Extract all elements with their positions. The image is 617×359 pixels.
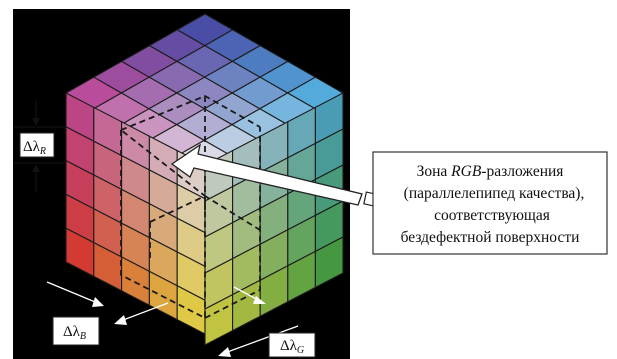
delta-lambda-r-indicator — [14, 100, 66, 192]
callout-line-3: соответствующая — [434, 207, 550, 224]
delta-lambda-g-label: ΔλG — [280, 338, 304, 356]
delta-lambda-r-label: ΔλR — [23, 139, 46, 157]
delta-lambda-b-box — [52, 316, 100, 346]
delta-lambda-g-indicator — [218, 286, 299, 357]
delta-lambda-r-box — [19, 132, 55, 158]
cube-right-face-cell — [314, 236, 344, 289]
callout-box: Зона RGB-разложения (параллелепипед каче… — [372, 151, 608, 255]
callout-line-2: (параллелепипед качества), — [404, 185, 585, 202]
callout-line-1: Зона RGB-разложения — [417, 163, 564, 180]
delta-lambda-b-indicator — [46, 281, 169, 325]
delta-lambda-b-label: ΔλB — [63, 324, 86, 342]
callout-line-4: бездефектной поверхности — [401, 229, 580, 246]
delta-lambda-g-box — [268, 332, 316, 358]
